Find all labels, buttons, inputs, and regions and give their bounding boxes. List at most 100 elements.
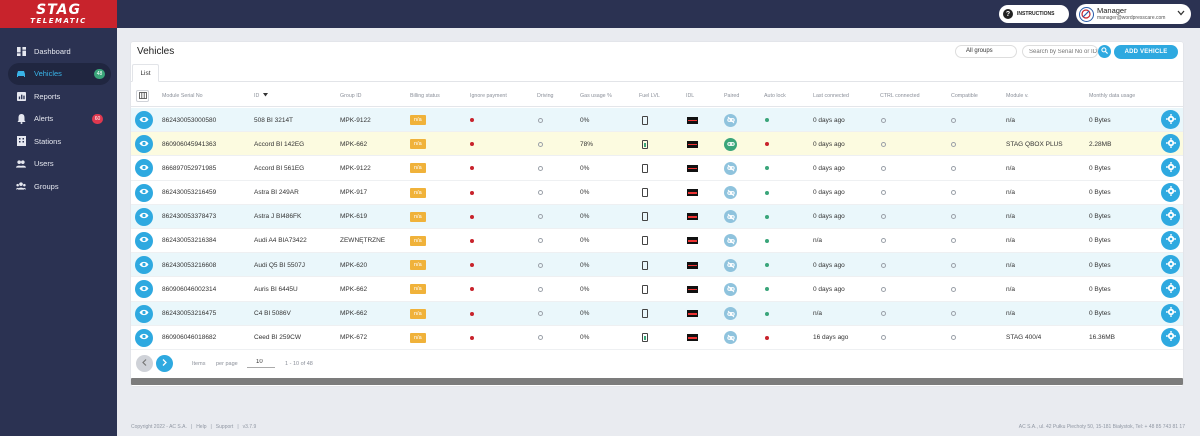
groups-select[interactable]: All groups [955,45,1017,58]
cell-group: MPK-619 [340,213,368,221]
billing-status-badge: n/a [410,211,426,222]
cell-group: MPK-9122 [340,164,371,172]
horizontal-scrollbar[interactable] [131,378,1183,385]
table-row[interactable]: 862430053378473 Astra J BI486FK MPK-619 n/a… [131,204,1183,229]
ignore-payment-indicator [470,118,474,122]
cell-group: ZEWNĘTRZNE [340,237,386,245]
ctrl-connected-indicator [881,190,886,196]
sidebar-nav: Dashboard Vehicles 48 Reports Alerts 60 … [0,40,117,198]
col-header-module-version[interactable]: Module v. [1006,93,1029,99]
topbar: ? INSTRUCTIONS Manager manager@wordpress… [117,0,1200,28]
column-toggle-button[interactable] [136,90,149,102]
vehicle-settings-button[interactable] [1161,279,1180,299]
table-row[interactable]: 862430053000580 508 BI 3214T MPK-9122 n/a 0%… [131,108,1183,133]
view-vehicle-button[interactable] [135,183,153,202]
ignore-payment-indicator [470,166,474,171]
per-page-input[interactable] [247,357,275,368]
table-row[interactable]: 862430053216459 Astra BI 249AR MPK-917 n/a 0… [131,180,1183,205]
col-header-driving[interactable]: Driving [537,93,554,99]
tab-list[interactable]: List [132,64,159,82]
instructions-button[interactable]: ? INSTRUCTIONS [999,5,1069,23]
sidebar-item-users[interactable]: Users [0,153,117,176]
col-header-auto-lock[interactable]: Auto lock [764,93,786,99]
unlink-icon[interactable] [724,282,737,296]
view-vehicle-button[interactable] [135,135,153,154]
sidebar-item-reports[interactable]: Reports [0,85,117,108]
cell-module-version: n/a [1006,213,1016,221]
help-link[interactable]: Help [196,424,207,430]
vehicle-settings-button[interactable] [1161,230,1180,250]
vehicle-settings-button[interactable] [1161,303,1180,323]
unlink-icon[interactable] [724,331,737,345]
col-header-serial[interactable]: Module Serial No [162,93,203,99]
user-menu-button[interactable]: Manager manager@wordpresscare.com [1076,4,1191,24]
sidebar-item-label: Users [34,159,54,169]
sidebar-item-vehicles[interactable]: Vehicles 48 [8,62,111,85]
user-email: manager@wordpresscare.com [1097,15,1166,21]
col-header-paired[interactable]: Paired [724,93,740,99]
prev-page-button[interactable] [136,355,153,372]
cell-id: Ceed BI 259CW [254,334,301,342]
support-link[interactable]: Support [215,424,234,430]
view-vehicle-button[interactable] [135,111,153,129]
col-header-last-connected[interactable]: Last connected [813,93,849,99]
vehicle-settings-button[interactable] [1161,206,1180,226]
cell-last-connected: 0 days ago [813,261,845,269]
next-page-button[interactable] [156,355,173,372]
col-header-monthly-usage[interactable]: Monthly data usage [1089,93,1136,99]
unlink-icon[interactable] [724,161,737,175]
view-vehicle-button[interactable] [135,256,153,275]
sidebar-item-dashboard[interactable]: Dashboard [0,40,117,63]
view-vehicle-button[interactable] [135,304,153,323]
col-header-ctrl-connected[interactable]: CTRL connected [880,93,920,99]
view-vehicle-button[interactable] [135,231,153,250]
unlink-icon[interactable] [724,234,737,248]
vehicle-settings-button[interactable] [1161,327,1180,347]
vehicle-settings-button[interactable] [1161,182,1180,202]
sidebar-item-stations[interactable]: Stations [0,130,117,153]
search-button[interactable] [1098,45,1111,58]
cell-serial: 860906046002314 [162,285,217,293]
table-row[interactable]: 866897052971985 Accord BI 561EG MPK-9122 n/… [131,156,1183,181]
view-vehicle-button[interactable] [135,207,153,226]
col-header-ignore-payment[interactable]: Ignore payment [470,93,507,99]
col-header-idl[interactable]: IDL [686,93,695,99]
table-row[interactable]: 862430053216384 Audi A4 BIA73422 ZEWNĘTRZN… [131,228,1183,254]
table-row[interactable]: 862430053216608 Audi Q5 BI 5507J MPK-620 n/… [131,253,1183,278]
sidebar-item-alerts[interactable]: Alerts 60 [0,108,117,131]
vehicle-settings-button[interactable] [1161,110,1180,129]
vehicle-settings-button[interactable] [1161,134,1180,154]
col-header-compatible[interactable]: Compatible [951,93,978,99]
vehicle-settings-button[interactable] [1161,158,1180,178]
col-header-gas-usage[interactable]: Gas usage % [580,93,612,99]
unlink-icon[interactable] [724,113,737,127]
driving-indicator [538,190,543,196]
col-header-id[interactable]: ID [254,93,268,99]
eye-icon [139,236,149,245]
link-icon[interactable] [724,137,737,151]
auto-lock-indicator [765,311,769,316]
add-vehicle-button[interactable]: ADD VEHICLE [1114,45,1178,59]
unlink-icon[interactable] [724,210,737,224]
table-row[interactable]: 860906046018682 Ceed BI 259CW MPK-672 n/a 0%… [131,325,1183,350]
col-header-group[interactable]: Group ID [340,93,362,99]
view-vehicle-button[interactable] [135,328,153,347]
col-header-billing[interactable]: Billing status [410,93,440,99]
driving-indicator [538,286,543,292]
question-icon: ? [1003,9,1013,19]
idl-icon [687,164,698,172]
stag-telematic-logo[interactable]: STAG TELEMATIC [0,0,117,28]
view-vehicle-button[interactable] [135,159,153,178]
unlink-icon[interactable] [724,307,737,320]
search-input[interactable] [1022,45,1098,58]
unlink-icon[interactable] [724,258,737,272]
sidebar-item-groups[interactable]: Groups [0,175,117,198]
table-row[interactable]: 862430053216475 C4 BI 5086V MPK-662 n/a 0% n/… [131,301,1183,326]
unlink-icon[interactable] [724,186,737,200]
cell-monthly-usage: 0 Bytes [1089,213,1111,221]
table-row[interactable]: 860906045941363 Accord BI 142EG MPK-662 n/a… [131,132,1183,157]
vehicle-settings-button[interactable] [1161,255,1180,275]
col-header-fuel-lvl[interactable]: Fuel LVL [639,93,660,99]
view-vehicle-button[interactable] [135,280,153,299]
table-row[interactable]: 860906046002314 Auris BI 6445U MPK-662 n/a 0… [131,277,1183,302]
